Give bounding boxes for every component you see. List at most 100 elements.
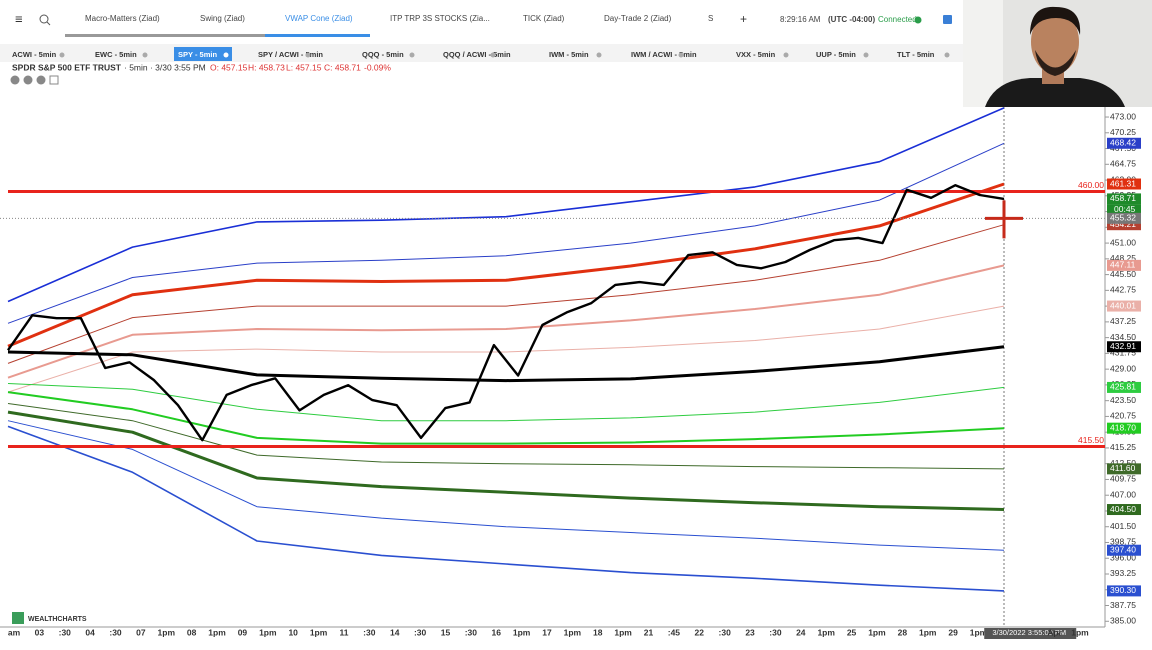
x-tick-label: :45 xyxy=(668,627,681,637)
symbol-menu-dot xyxy=(783,52,789,58)
band-line xyxy=(7,305,1005,393)
x-tick-label: 21 xyxy=(644,627,654,637)
menu-icon[interactable]: ≡ xyxy=(15,11,23,26)
symbol-menu-dot xyxy=(490,52,496,58)
y-tick-label: 393.25 xyxy=(1110,568,1136,578)
band-line xyxy=(7,403,1005,470)
x-tick-label: 16 xyxy=(492,627,502,637)
timezone: (UTC -04:00) xyxy=(828,15,875,24)
y-tick-label: 409.75 xyxy=(1110,474,1136,484)
tab[interactable]: Day-Trade 2 (Ziad) xyxy=(604,14,672,23)
band-line xyxy=(7,345,1005,383)
price-badge xyxy=(1107,422,1141,434)
save-icon[interactable] xyxy=(943,15,952,24)
symbol-tab[interactable]: QQQ / ACWI - 5min xyxy=(443,50,511,59)
tab[interactable]: Swing (Ziad) xyxy=(200,14,245,23)
symbol-menu-dot xyxy=(596,52,602,58)
x-tick-label: 1pm xyxy=(919,627,937,637)
band-line xyxy=(7,391,1005,445)
band-line xyxy=(7,425,1005,592)
price-badge-label: 432.91 xyxy=(1110,341,1136,351)
x-tick-label: 1pm xyxy=(208,627,226,637)
x-tick-label: 1pm xyxy=(158,627,176,637)
price-badge-label: 461.31 xyxy=(1110,178,1136,188)
x-tick-label: 1pm xyxy=(970,627,988,637)
clock: 8:29:16 AM xyxy=(780,15,821,24)
webcam xyxy=(963,0,1152,107)
y-tick-label: 407.00 xyxy=(1110,489,1136,499)
price-badge-label: 454.21 xyxy=(1110,219,1136,229)
x-tick-label: 11 xyxy=(339,627,348,637)
open: O: 457.15 xyxy=(210,62,248,72)
price-badge xyxy=(1107,585,1141,597)
symbol-tab[interactable]: QQQ - 5min xyxy=(362,50,404,59)
x-tick-label: :30 xyxy=(414,627,427,637)
search-icon[interactable] xyxy=(39,14,49,24)
x-tick-label: 18 xyxy=(593,627,603,637)
symbol-tab[interactable]: EWC - 5min xyxy=(95,50,137,59)
price-badge xyxy=(1107,544,1141,556)
symbol-tab[interactable]: ACWI - 5min xyxy=(12,50,57,59)
tab[interactable]: Macro-Matters (Ziad) xyxy=(85,14,160,23)
y-tick-label: 412.50 xyxy=(1110,458,1136,468)
symbol-tab[interactable]: TLT - 5min xyxy=(897,50,935,59)
x-tick-label: 1pm xyxy=(817,627,835,637)
tab[interactable]: ITP TRP 3S STOCKS (Zia... xyxy=(390,14,490,23)
symbol-bar xyxy=(0,44,963,62)
tab-underline xyxy=(180,34,285,37)
x-tick-label: am xyxy=(8,627,21,637)
high: H: 458.73 xyxy=(248,62,285,72)
x-tick-label: 1pm xyxy=(1071,627,1089,637)
band-line xyxy=(7,383,1005,422)
price-badge-label: 418.70 xyxy=(1110,422,1136,432)
x-tick-label: :30 xyxy=(769,627,782,637)
price-badge xyxy=(1107,341,1141,353)
symbol-tab-active xyxy=(174,47,232,61)
x-tick-label: 14 xyxy=(390,627,400,637)
y-tick-label: 398.75 xyxy=(1110,537,1136,547)
symbol-menu-dot xyxy=(223,52,229,58)
top-bar xyxy=(0,0,1152,40)
x-tick-label: 08 xyxy=(187,627,197,637)
tab[interactable]: VWAP Cone (Ziad) xyxy=(285,14,353,23)
y-tick-label: 387.75 xyxy=(1110,600,1136,610)
countdown-badge xyxy=(1107,204,1141,216)
y-tick-label: 451.00 xyxy=(1110,237,1136,247)
price-badge xyxy=(1107,259,1141,271)
symbol-tab[interactable]: SPY - 5min xyxy=(178,50,217,59)
x-tick-label: 17 xyxy=(542,627,552,637)
x-tick-label: 10 xyxy=(288,627,298,637)
price-line xyxy=(7,184,1005,442)
price-badge-label: 468.42 xyxy=(1110,138,1136,148)
symbol-tab[interactable]: VXX - 5min xyxy=(736,50,776,59)
band-line xyxy=(7,264,1005,379)
price-badge-label: 440.01 xyxy=(1110,300,1136,310)
status: Connected xyxy=(878,15,917,24)
symbol-tab[interactable]: IWM - 5min xyxy=(549,50,589,59)
price-badge xyxy=(1107,300,1141,312)
tab[interactable]: TICK (Ziad) xyxy=(523,14,565,23)
symbol-menu-dot xyxy=(59,52,65,58)
price-badge-label: 404.50 xyxy=(1110,504,1136,514)
band-line xyxy=(7,182,1005,348)
x-label-highlight xyxy=(984,628,1077,639)
x-tick-label: 29 xyxy=(948,627,958,637)
x-tick-label: 24 xyxy=(796,627,806,637)
x-tick-label: 1pm xyxy=(513,627,531,637)
x-tick-label: 22 xyxy=(695,627,705,637)
price-badge-label: 458.71 xyxy=(1110,193,1136,203)
x-tick-label: 1pm xyxy=(259,627,277,637)
y-tick-label: 437.25 xyxy=(1110,316,1136,326)
add-tab[interactable]: + xyxy=(740,12,747,26)
interval: · 5min · 3/30 3:55 PM xyxy=(124,62,206,72)
price-badge xyxy=(1107,193,1141,205)
x-tick-label: 28 xyxy=(898,627,908,637)
x-tick-label: 23 xyxy=(745,627,755,637)
symbol-menu-dot xyxy=(863,52,869,58)
symbol-tab[interactable]: UUP - 5min xyxy=(816,50,856,59)
symbol-tab[interactable]: SPY / ACWI - 5min xyxy=(258,50,323,59)
level-label: 460.00 xyxy=(1078,180,1104,190)
tab[interactable]: S xyxy=(708,14,713,23)
low: L: 457.15 xyxy=(286,62,322,72)
symbol-tab[interactable]: IWM / ACWI - 5min xyxy=(631,50,697,59)
